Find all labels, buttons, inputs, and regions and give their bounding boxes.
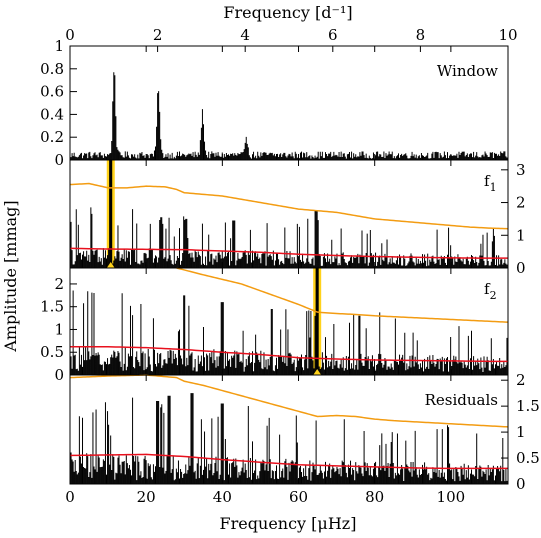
y-tick-label: 0	[516, 259, 526, 277]
bottom-tick-label: 40	[213, 488, 232, 506]
y-tick-label: 0.5	[516, 449, 540, 467]
amplitude-spectrum	[69, 160, 509, 268]
panel-frame	[69, 374, 509, 485]
y-tick-label: 1.5	[40, 298, 64, 316]
panel-f1: 0 1 2 3 f1	[69, 159, 526, 277]
bottom-tick-label: 80	[365, 488, 384, 506]
panel-f2: 00.511.52 f2	[40, 267, 509, 384]
noise-level-line	[69, 453, 508, 470]
highlight-marker	[313, 369, 322, 375]
top-tick-label: 2	[153, 26, 163, 44]
noise-level-line	[70, 346, 508, 363]
panel-label: f1	[484, 172, 497, 194]
top-tick-label: 6	[328, 26, 338, 44]
bottom-tick-label: 20	[137, 488, 156, 506]
amplitude-spectrum	[69, 268, 509, 375]
bottom-axis-ticks: 0 20 40 60 80 100	[65, 488, 465, 506]
y-tick-label: 1	[516, 226, 526, 244]
y-tick-label: 0.2	[40, 128, 64, 146]
panel-label: Residuals	[425, 391, 498, 409]
y-tick-label: 3	[516, 161, 526, 179]
significance-threshold-line	[69, 182, 509, 230]
bottom-axis-title: Frequency [μHz]	[220, 514, 357, 533]
panel-label-subscript: 1	[490, 181, 497, 194]
top-tick-label: 0	[65, 26, 75, 44]
top-axis-ticks: 0 2 4 6 8 10	[65, 26, 518, 52]
bottom-tick-label: 100	[437, 488, 466, 506]
top-tick-label: 8	[416, 26, 426, 44]
panel-label-subscript: 2	[490, 289, 497, 302]
y-tick-label: 0.6	[40, 83, 64, 101]
y-tick-label: 1	[54, 37, 64, 55]
top-tick-label: 4	[240, 26, 250, 44]
panel-frame	[69, 159, 509, 269]
y-tick-label: 0	[54, 366, 64, 384]
bottom-tick-label: 0	[65, 488, 75, 506]
top-axis-title: Frequency [d⁻¹]	[223, 3, 352, 22]
noise-level-line	[69, 247, 508, 259]
y-tick-label: 0	[54, 151, 64, 169]
amplitude-spectrum	[69, 72, 509, 160]
y-tick-label: 0	[516, 475, 526, 493]
y-tick-label: 1	[516, 423, 526, 441]
panel-label: f2	[484, 280, 497, 302]
bottom-tick-label: 60	[289, 488, 308, 506]
y-tick-label: 1	[54, 320, 64, 338]
y-tick-label: 0.8	[40, 60, 64, 78]
y-tick-label: 2	[54, 275, 64, 293]
panel-window: 0 0.2 0.4 0.6 0.8 1 Window	[40, 37, 509, 169]
significance-threshold-line	[176, 267, 509, 323]
top-tick-label: 10	[498, 26, 517, 44]
y-axis-title: Amplitude [mmag]	[1, 200, 20, 352]
highlight-marker	[106, 262, 115, 268]
y-tick-label: 2	[516, 371, 526, 389]
panel-residuals: 0 0.5 1 1.5 2 Residuals	[69, 371, 540, 493]
y-tick-label: 2	[516, 194, 526, 212]
y-tick-label: 0.5	[40, 343, 64, 361]
y-tick-label: 1.5	[516, 397, 540, 415]
panel-label: Window	[437, 62, 498, 80]
y-tick-label: 0.4	[40, 105, 64, 123]
